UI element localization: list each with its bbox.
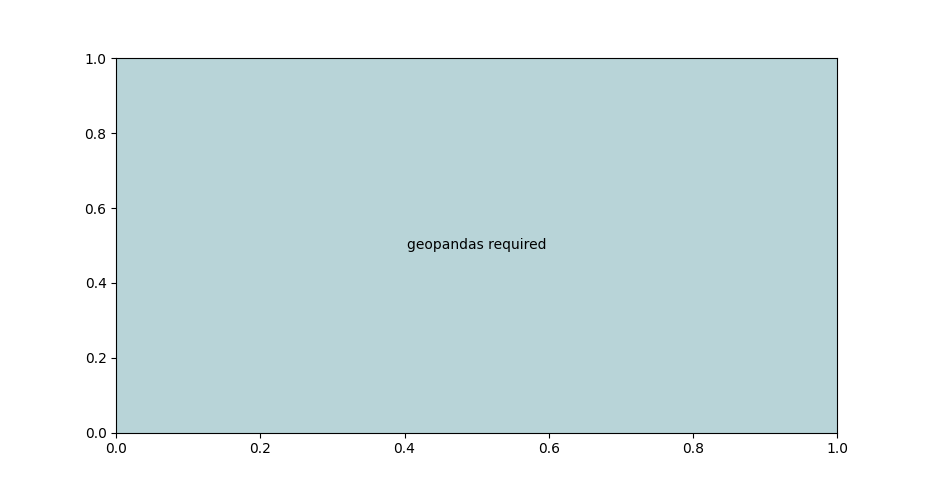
Text: geopandas required: geopandas required: [407, 239, 546, 252]
